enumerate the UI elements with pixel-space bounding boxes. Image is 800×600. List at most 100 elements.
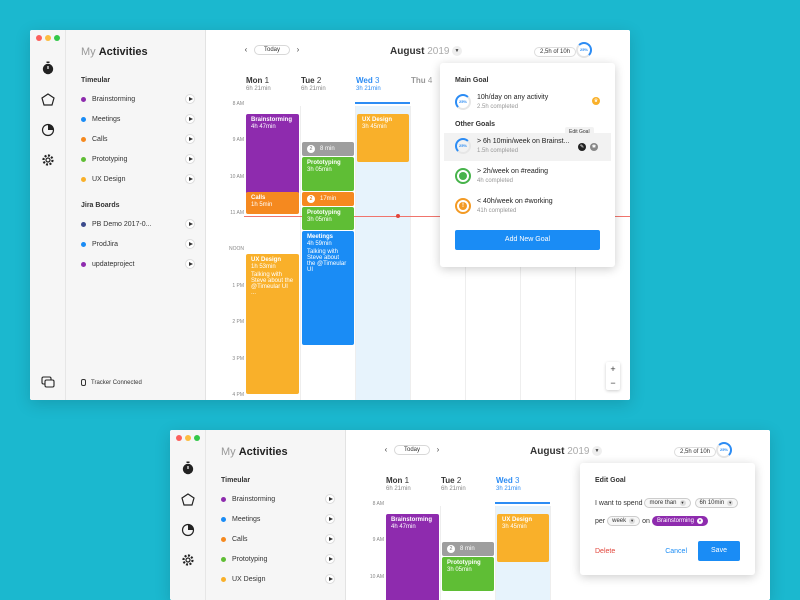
play-icon[interactable] (185, 94, 195, 104)
minimize-window-button[interactable] (185, 435, 191, 441)
sidebar-item-brainstorming[interactable]: Brainstorming (221, 493, 335, 505)
save-button[interactable]: Save (698, 541, 740, 561)
edit-pencil-icon[interactable]: ✎ (578, 143, 586, 151)
sidebar-item-prototyping[interactable]: Prototyping (221, 553, 335, 565)
day-number: 1 (264, 76, 270, 85)
day-header-mon[interactable]: Mon 1 6h 21min (246, 76, 301, 92)
event-calls[interactable]: Calls 1h 5min (246, 192, 299, 214)
close-window-button[interactable] (176, 435, 182, 441)
event-count-badge: 2 (307, 195, 315, 203)
event-brainstorming[interactable]: Brainstorming 4h 47min (246, 114, 299, 194)
goal-progress-ring[interactable]: 25% (576, 42, 592, 58)
play-icon[interactable] (325, 554, 335, 564)
color-dot (221, 576, 226, 582)
zoom-out-button[interactable]: − (610, 378, 616, 388)
color-dot (221, 536, 226, 542)
color-dot (81, 176, 86, 182)
event-title: Calls (251, 195, 266, 201)
today-button[interactable]: Today (394, 445, 431, 455)
add-new-goal-button[interactable]: Add New Goal (455, 230, 600, 250)
tracker-status: Tracker Connected (81, 379, 142, 386)
stopwatch-icon[interactable] (180, 460, 196, 476)
reports-pie-icon[interactable] (180, 522, 196, 538)
tracker-device-icon[interactable] (180, 492, 196, 508)
event-title: Prototyping (307, 160, 341, 166)
reports-pie-icon[interactable] (40, 122, 56, 138)
goal-title: 10h/day on any activity (477, 94, 549, 101)
event-ux-design-wed[interactable]: UX Design 3h 45min (357, 114, 409, 162)
settings-gear-icon[interactable]: ✱ (590, 143, 598, 151)
chat-support-icon[interactable] (40, 374, 56, 390)
next-arrow-icon[interactable]: › (296, 45, 300, 54)
period-select[interactable]: week ▼ (607, 516, 641, 526)
day-header-wed[interactable]: Wed 3 3h 21min (355, 76, 411, 104)
sidebar-item-calls[interactable]: Calls (221, 533, 335, 545)
event-title: UX Design (362, 117, 393, 123)
stopwatch-icon[interactable] (40, 60, 56, 76)
goal-brainstorming[interactable]: 25% > 6h 10min/week on Brainst... 1.5h c… (444, 133, 611, 161)
play-icon[interactable] (185, 219, 195, 229)
today-button[interactable]: Today (254, 45, 291, 55)
chevron-down-icon[interactable]: ▼ (592, 446, 602, 456)
next-arrow-icon[interactable]: › (436, 445, 440, 454)
sidebar-item-calls[interactable]: Calls (81, 133, 195, 145)
amount-select[interactable]: 6h 10min ▼ (694, 498, 739, 508)
play-icon[interactable] (325, 514, 335, 524)
comparison-select[interactable]: more than ▼ (644, 498, 691, 508)
day-header-wed[interactable]: Wed 3 3h 21min (495, 476, 551, 504)
sidebar-item-label: Prototyping (92, 155, 128, 163)
sidebar-item-pb-demo[interactable]: PB Demo 2017-0... (81, 218, 195, 230)
day-header-tue[interactable]: Tue 2 6h 21min (441, 476, 496, 492)
sidebar-item-brainstorming[interactable]: Brainstorming (81, 93, 195, 105)
event-prototyping[interactable]: Prototyping 3h 05min (442, 557, 494, 591)
play-icon[interactable] (185, 239, 195, 249)
play-icon[interactable] (325, 534, 335, 544)
goal-working[interactable]: < 40h/week on #working 41h completed (440, 193, 615, 221)
sidebar-item-updateproject[interactable]: updateproject (81, 258, 195, 270)
event-group-calls[interactable]: 2 17min (302, 192, 354, 206)
play-icon[interactable] (185, 259, 195, 269)
maximize-window-button[interactable] (194, 435, 200, 441)
time-label: 10 AM (369, 574, 384, 580)
play-icon[interactable] (185, 174, 195, 184)
event-prototyping-2[interactable]: Prototyping 3h 05min (302, 207, 354, 230)
sidebar-item-prodjira[interactable]: ProdJira (81, 238, 195, 250)
tracker-device-icon[interactable] (40, 92, 56, 108)
event-ux-design[interactable]: UX Design 1h 53min Talking with Steve abou… (246, 254, 299, 394)
sidebar-item-meetings[interactable]: Meetings (221, 513, 335, 525)
event-prototyping[interactable]: Prototyping 3h 05min (302, 157, 354, 191)
play-icon[interactable] (325, 494, 335, 504)
goal-progress-ring[interactable]: 25% (716, 442, 732, 458)
close-window-button[interactable] (36, 35, 42, 41)
activity-select[interactable]: Brainstorming ▼ (651, 516, 708, 526)
play-icon[interactable] (185, 134, 195, 144)
sidebar-item-ux-design[interactable]: UX Design (81, 173, 195, 185)
prev-arrow-icon[interactable]: ‹ (244, 45, 248, 54)
play-icon[interactable] (185, 114, 195, 124)
play-icon[interactable] (185, 154, 195, 164)
settings-gear-icon[interactable] (40, 152, 56, 168)
event-group-small[interactable]: 2 8 min (302, 142, 354, 156)
chevron-down-icon[interactable]: ▼ (452, 46, 462, 56)
year: 2019 (427, 46, 450, 57)
day-header-mon[interactable]: Mon 1 6h 21min (386, 476, 441, 492)
sidebar-item-ux-design[interactable]: UX Design (221, 573, 335, 585)
goal-reading[interactable]: > 2h/week on #reading 4h completed (440, 163, 615, 191)
sidebar-item-prototyping[interactable]: Prototyping (81, 153, 195, 165)
delete-button[interactable]: Delete (595, 548, 616, 555)
maximize-window-button[interactable] (54, 35, 60, 41)
sidebar-item-meetings[interactable]: Meetings (81, 113, 195, 125)
event-brainstorming[interactable]: Brainstorming 4h 47min (386, 514, 439, 600)
event-meetings[interactable]: Meetings 4h 59min Talking with Steve about… (302, 231, 354, 345)
day-header-thu[interactable]: Thu 4 (411, 76, 466, 85)
cancel-button[interactable]: Cancel (665, 548, 687, 555)
prev-arrow-icon[interactable]: ‹ (384, 445, 388, 454)
day-header-tue[interactable]: Tue 2 6h 21min (301, 76, 356, 92)
goal-main[interactable]: 25% 10h/day on any activity 2.5h complet… (440, 89, 615, 117)
play-icon[interactable] (325, 574, 335, 584)
event-group-small[interactable]: 2 8 min (442, 542, 494, 556)
settings-gear-icon[interactable] (180, 552, 196, 568)
event-ux-design-wed[interactable]: UX Design 3h 45min (497, 514, 549, 562)
zoom-in-button[interactable]: + (610, 364, 616, 374)
minimize-window-button[interactable] (45, 35, 51, 41)
